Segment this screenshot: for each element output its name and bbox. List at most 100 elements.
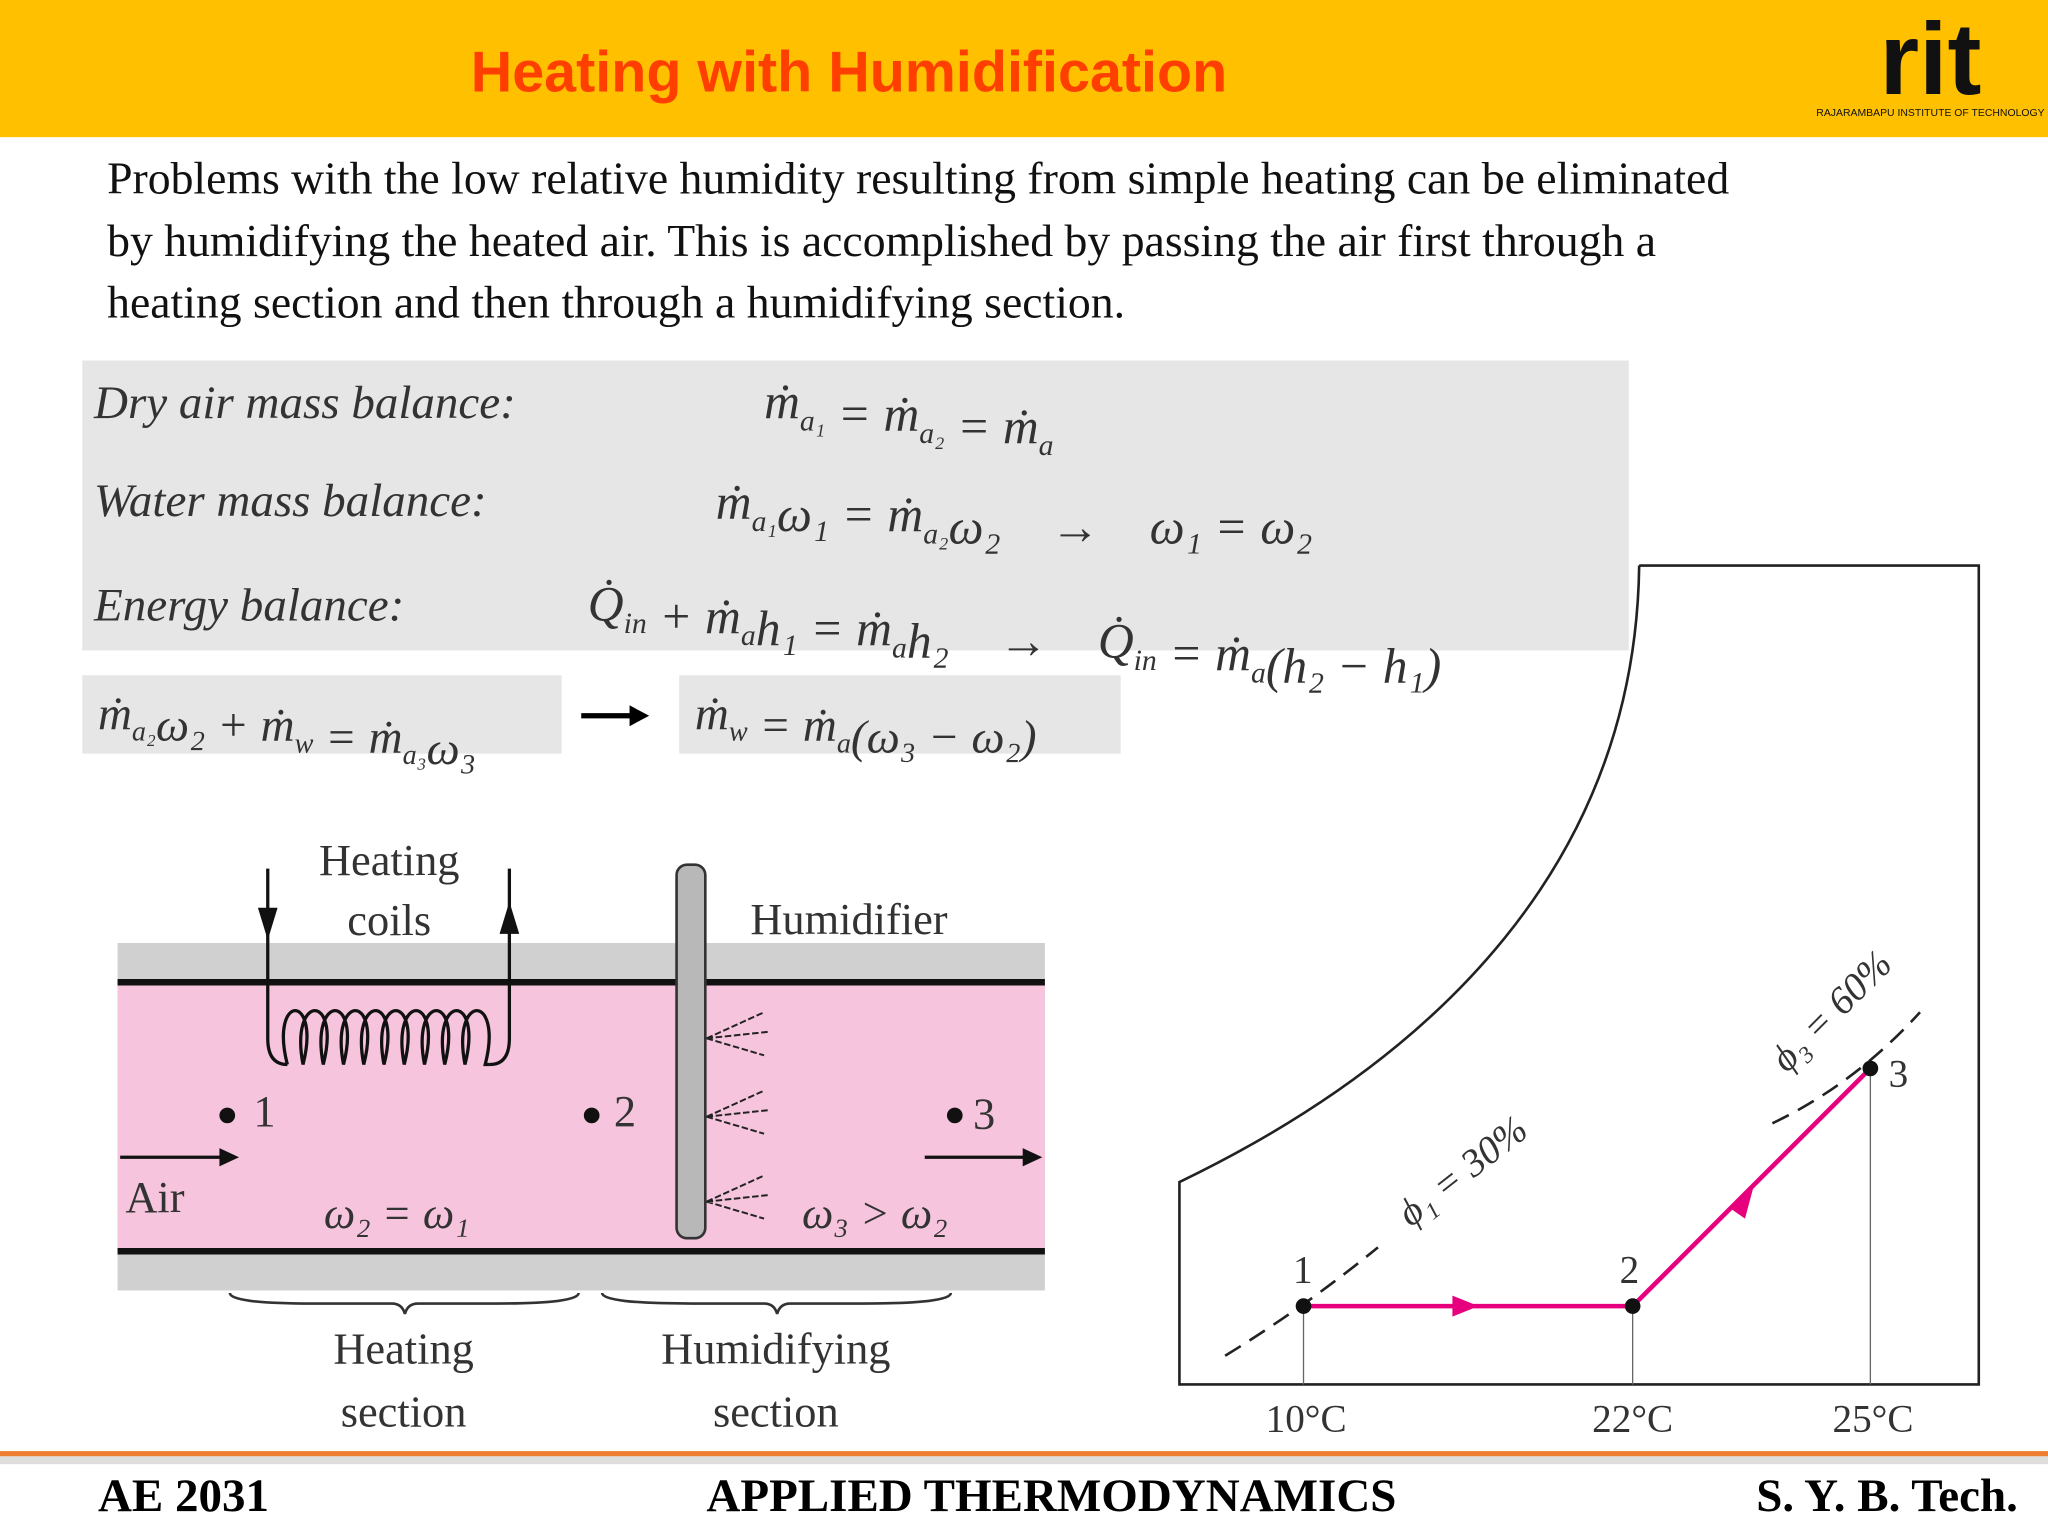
footer-shadow — [0, 1456, 2048, 1465]
label: coils — [347, 895, 431, 945]
equation-part: = ṁ — [748, 700, 837, 752]
subscript: a — [892, 632, 907, 665]
footer-left: AE 2031 — [98, 1470, 269, 1522]
subscript: a — [1039, 429, 1054, 462]
logo: rit — [1880, 2, 1982, 116]
state-point — [946, 1107, 963, 1124]
label: Air — [125, 1172, 184, 1222]
label: Humidifying — [661, 1324, 890, 1374]
equation-box — [679, 675, 1121, 754]
footer-right: S. Y. B. Tech. — [1756, 1470, 2018, 1522]
equation-part: ω₃ — [427, 723, 477, 775]
label: section — [713, 1386, 839, 1436]
subscript: a₂ — [919, 417, 944, 450]
state-point — [583, 1107, 600, 1124]
equation-part: ω₁ = ṁ — [777, 487, 923, 542]
equation-box — [82, 675, 562, 754]
state-point — [1624, 1298, 1641, 1314]
label: ω₂ = ω₁ — [324, 1188, 470, 1238]
coil-lead — [266, 868, 512, 1067]
equation-box — [82, 360, 1629, 651]
subscript: a — [837, 728, 851, 759]
subscript: w — [295, 728, 314, 759]
chart-outline — [1178, 564, 1981, 1386]
equation-part: = ṁ — [825, 386, 919, 441]
rh-label: ϕ₁ = 30% — [1390, 1108, 1536, 1235]
balance-label: Dry air mass balance: — [93, 377, 516, 429]
equation-part: ṁ — [764, 374, 800, 429]
equation: ṁw = ṁa(ω₃ − ω₂) — [695, 688, 1037, 764]
temp-label: 22°C — [1592, 1398, 1673, 1441]
subscript: a₁ — [752, 505, 777, 538]
equation-part: ṁ — [98, 688, 132, 740]
subscript: w — [729, 717, 748, 748]
equation: ṁa₁ω₁ = ṁa₂ω₂ → ω₁ = ω₂ — [716, 475, 1313, 555]
equation: ṁa₁ = ṁa₂ = ṁa — [764, 374, 1053, 462]
equation-part: (h₂ − h₁) — [1266, 638, 1441, 693]
psychrometric-chart: ϕ₁ = 30% ϕ₃ = 60% 1 2 3 10°C 22°C 25°C — [1178, 564, 1981, 1441]
arrow-head — [629, 705, 650, 727]
subscript: in — [1134, 644, 1157, 677]
temp-label: 10°C — [1266, 1398, 1347, 1441]
humidifier-pipe — [675, 863, 707, 1240]
equation-part: + ṁ — [647, 589, 741, 644]
state-point — [1862, 1060, 1879, 1077]
balance-label: Water mass balance: — [94, 475, 487, 527]
equation-part: ω₂ + ṁ — [156, 700, 295, 752]
equation-part: ω₂ → ω₁ = ω₂ — [949, 499, 1313, 554]
state-point — [219, 1107, 236, 1124]
brace — [228, 1292, 953, 1315]
spray — [706, 1011, 769, 1220]
footer-rule — [0, 1451, 2048, 1457]
state-point — [1295, 1298, 1312, 1314]
coil — [281, 1009, 491, 1067]
equation-part: h₂ → Q̇ — [907, 614, 1134, 669]
subscript: a₂ — [132, 717, 156, 748]
point-label: 3 — [1889, 1053, 1909, 1096]
title-bar — [0, 0, 2048, 138]
subscript: a₁ — [800, 404, 825, 437]
equation-part: ṁ — [716, 475, 752, 530]
duct-diagram: Heating coils Humidifier 1 2 3 Air ω₂ = … — [117, 835, 1045, 1436]
paragraph-line: heating section and then through a humid… — [107, 276, 1125, 327]
point-label: 1 — [253, 1086, 275, 1136]
subscript: a₂ — [923, 517, 948, 550]
footer-center: APPLIED THERMODYNAMICS — [706, 1470, 1396, 1522]
equation-part: ṁ — [695, 688, 729, 740]
point-label: 2 — [1620, 1249, 1640, 1292]
paragraph-line: by humidifying the heated air. This is a… — [107, 215, 1656, 266]
temp-label: 25°C — [1832, 1398, 1913, 1441]
title: Heating with Humidification — [471, 40, 1227, 104]
subscript: a — [1251, 656, 1266, 689]
label: Humidifier — [750, 894, 947, 944]
equation: Q̇in + ṁah₁ = ṁah₂ → Q̇in = ṁa(h₂ − h₁) — [588, 576, 1442, 693]
equation-part: (ω₃ − ω₂) — [851, 711, 1037, 763]
equation: ṁa₂ω₂ + ṁw = ṁa₃ω₃ — [98, 688, 476, 775]
paragraph-line: Problems with the low relative humidity … — [107, 152, 1729, 203]
coil-arrow — [257, 901, 520, 941]
label: section — [341, 1386, 467, 1436]
subscript: in — [624, 607, 647, 640]
subscript: a — [741, 619, 756, 652]
point-label: 1 — [1293, 1249, 1313, 1292]
subscript: a₃ — [403, 740, 427, 771]
equation-part: = ṁ — [945, 399, 1039, 454]
process-line — [1303, 1066, 1872, 1309]
label: ω₃ > ω₂ — [802, 1188, 948, 1238]
label: Heating — [319, 835, 460, 885]
process-arrow — [1452, 1184, 1755, 1317]
point-label: 2 — [614, 1086, 636, 1136]
equation-part: Q̇ — [588, 576, 624, 631]
rh-label: ϕ₃ = 60% — [1763, 942, 1901, 1080]
equation-part: = ṁ — [1157, 626, 1251, 681]
drop-line — [1302, 1068, 1872, 1385]
balance-label: Energy balance: — [93, 579, 404, 631]
label: Heating — [333, 1324, 474, 1374]
logo-caption: RAJARAMBAPU INSTITUTE OF TECHNOLOGY — [1816, 108, 2044, 119]
point-label: 3 — [973, 1088, 995, 1138]
equation-part: = ṁ — [313, 711, 402, 763]
equation-part: h₁ = ṁ — [756, 601, 892, 656]
duct-air — [117, 982, 1045, 1252]
